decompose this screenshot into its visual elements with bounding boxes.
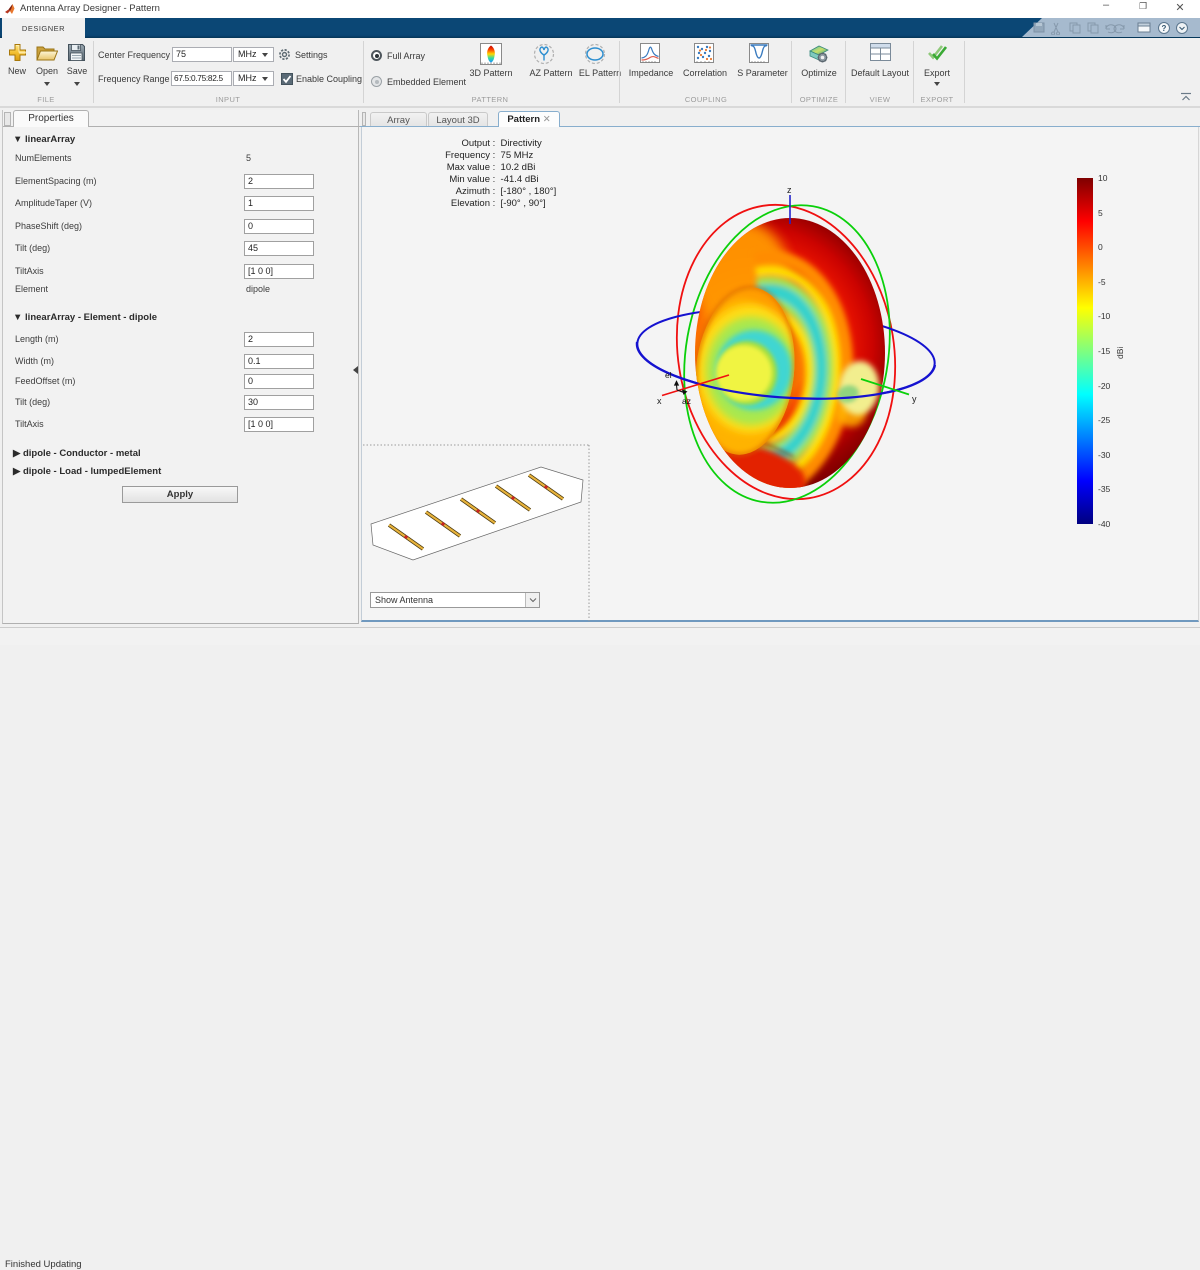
svg-text:?: ? <box>1162 24 1167 33</box>
svg-text:el: el <box>665 370 672 380</box>
svg-text:y: y <box>912 394 917 404</box>
svg-text:z: z <box>787 185 792 195</box>
svg-text:x: x <box>657 396 662 406</box>
svg-text:az: az <box>682 396 691 406</box>
